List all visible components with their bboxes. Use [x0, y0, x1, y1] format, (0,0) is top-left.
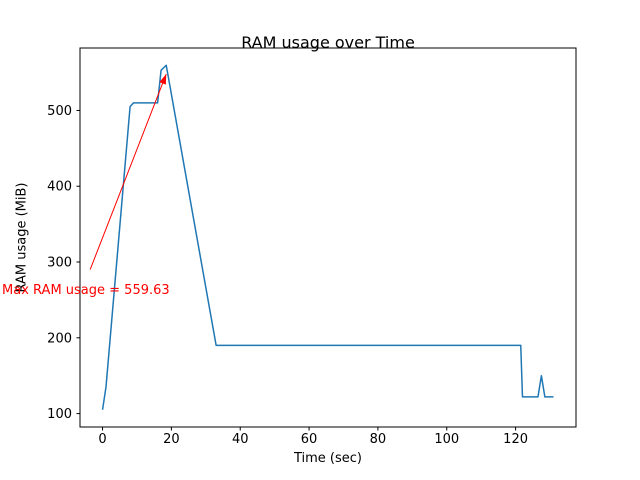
x-tick-label: 20 — [163, 432, 180, 447]
x-tick-label: 80 — [370, 432, 387, 447]
y-tick-label: 500 — [47, 104, 72, 119]
x-axis-label: Time (sec) — [293, 451, 362, 466]
x-tick-label: 120 — [503, 432, 528, 447]
y-axis-label: RAM usage (MiB) — [14, 182, 30, 293]
x-tick-label: 0 — [98, 432, 106, 447]
y-tick-label: 200 — [47, 331, 72, 346]
axes-frame — [79, 47, 577, 428]
chart-title: RAM usage over Time — [241, 33, 415, 52]
annotation-arrow-line — [89, 73, 167, 270]
y-tick-label: 100 — [47, 407, 72, 422]
max-annotation-text: Max RAM usage = 559.63 — [2, 282, 170, 298]
ram-usage-line — [101, 64, 554, 410]
x-tick-label: 40 — [232, 432, 249, 447]
y-tick-label: 400 — [47, 180, 72, 195]
x-tick-label: 100 — [434, 432, 459, 447]
annotation-arrow-head — [159, 74, 167, 85]
y-tick-label: 300 — [47, 256, 72, 271]
x-tick-label: 60 — [301, 432, 318, 447]
